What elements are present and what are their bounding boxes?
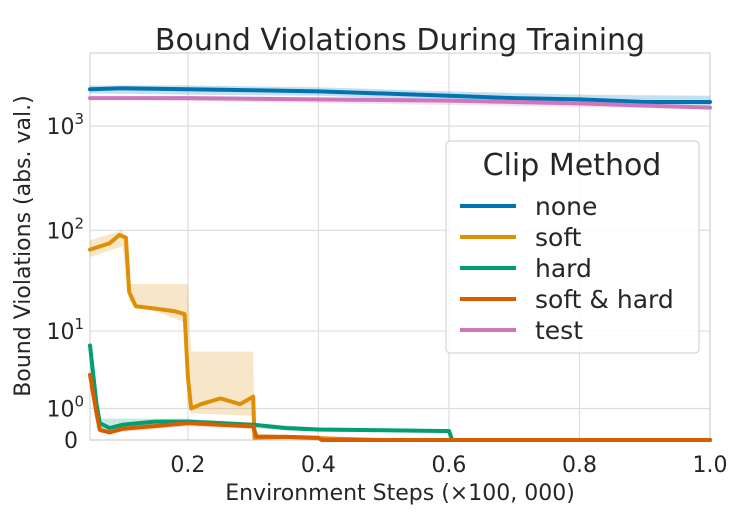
y-tick-labels: 0 100 101 102 103 [46,110,84,454]
x-axis-label: Environment Steps (×100, 000) [225,481,575,506]
legend-label-test: test [535,316,583,345]
y-tick-label: 102 [46,214,84,244]
y-tick-label: 103 [46,110,84,140]
x-tick-label: 0.8 [562,453,597,478]
chart-title: Bound Violations During Training [155,23,645,58]
y-tick-label: 100 [46,393,84,423]
y-tick-label: 0 [64,429,78,454]
x-tick-label: 0.4 [301,453,336,478]
x-tick-label: 1.0 [693,453,728,478]
series-line-test [88,96,712,110]
legend-label-soft: soft [535,223,582,252]
legend-label-soft-hard: soft & hard [535,285,674,314]
x-tick-label: 0.6 [431,453,466,478]
series-lines [88,86,712,442]
x-tick-labels: 0.2 0.4 0.6 0.8 1.0 [170,453,727,478]
x-tick-label: 0.2 [170,453,205,478]
series-line-soft-hard [88,372,712,442]
y-axis-label: Bound Violations (abs. val.) [11,95,36,396]
band-soft [90,230,384,440]
legend-label-none: none [535,192,597,221]
y-tick-label: 101 [46,315,84,345]
legend-title: Clip Method [483,148,662,183]
legend-label-hard: hard [535,254,592,283]
series-line-none [88,86,712,104]
